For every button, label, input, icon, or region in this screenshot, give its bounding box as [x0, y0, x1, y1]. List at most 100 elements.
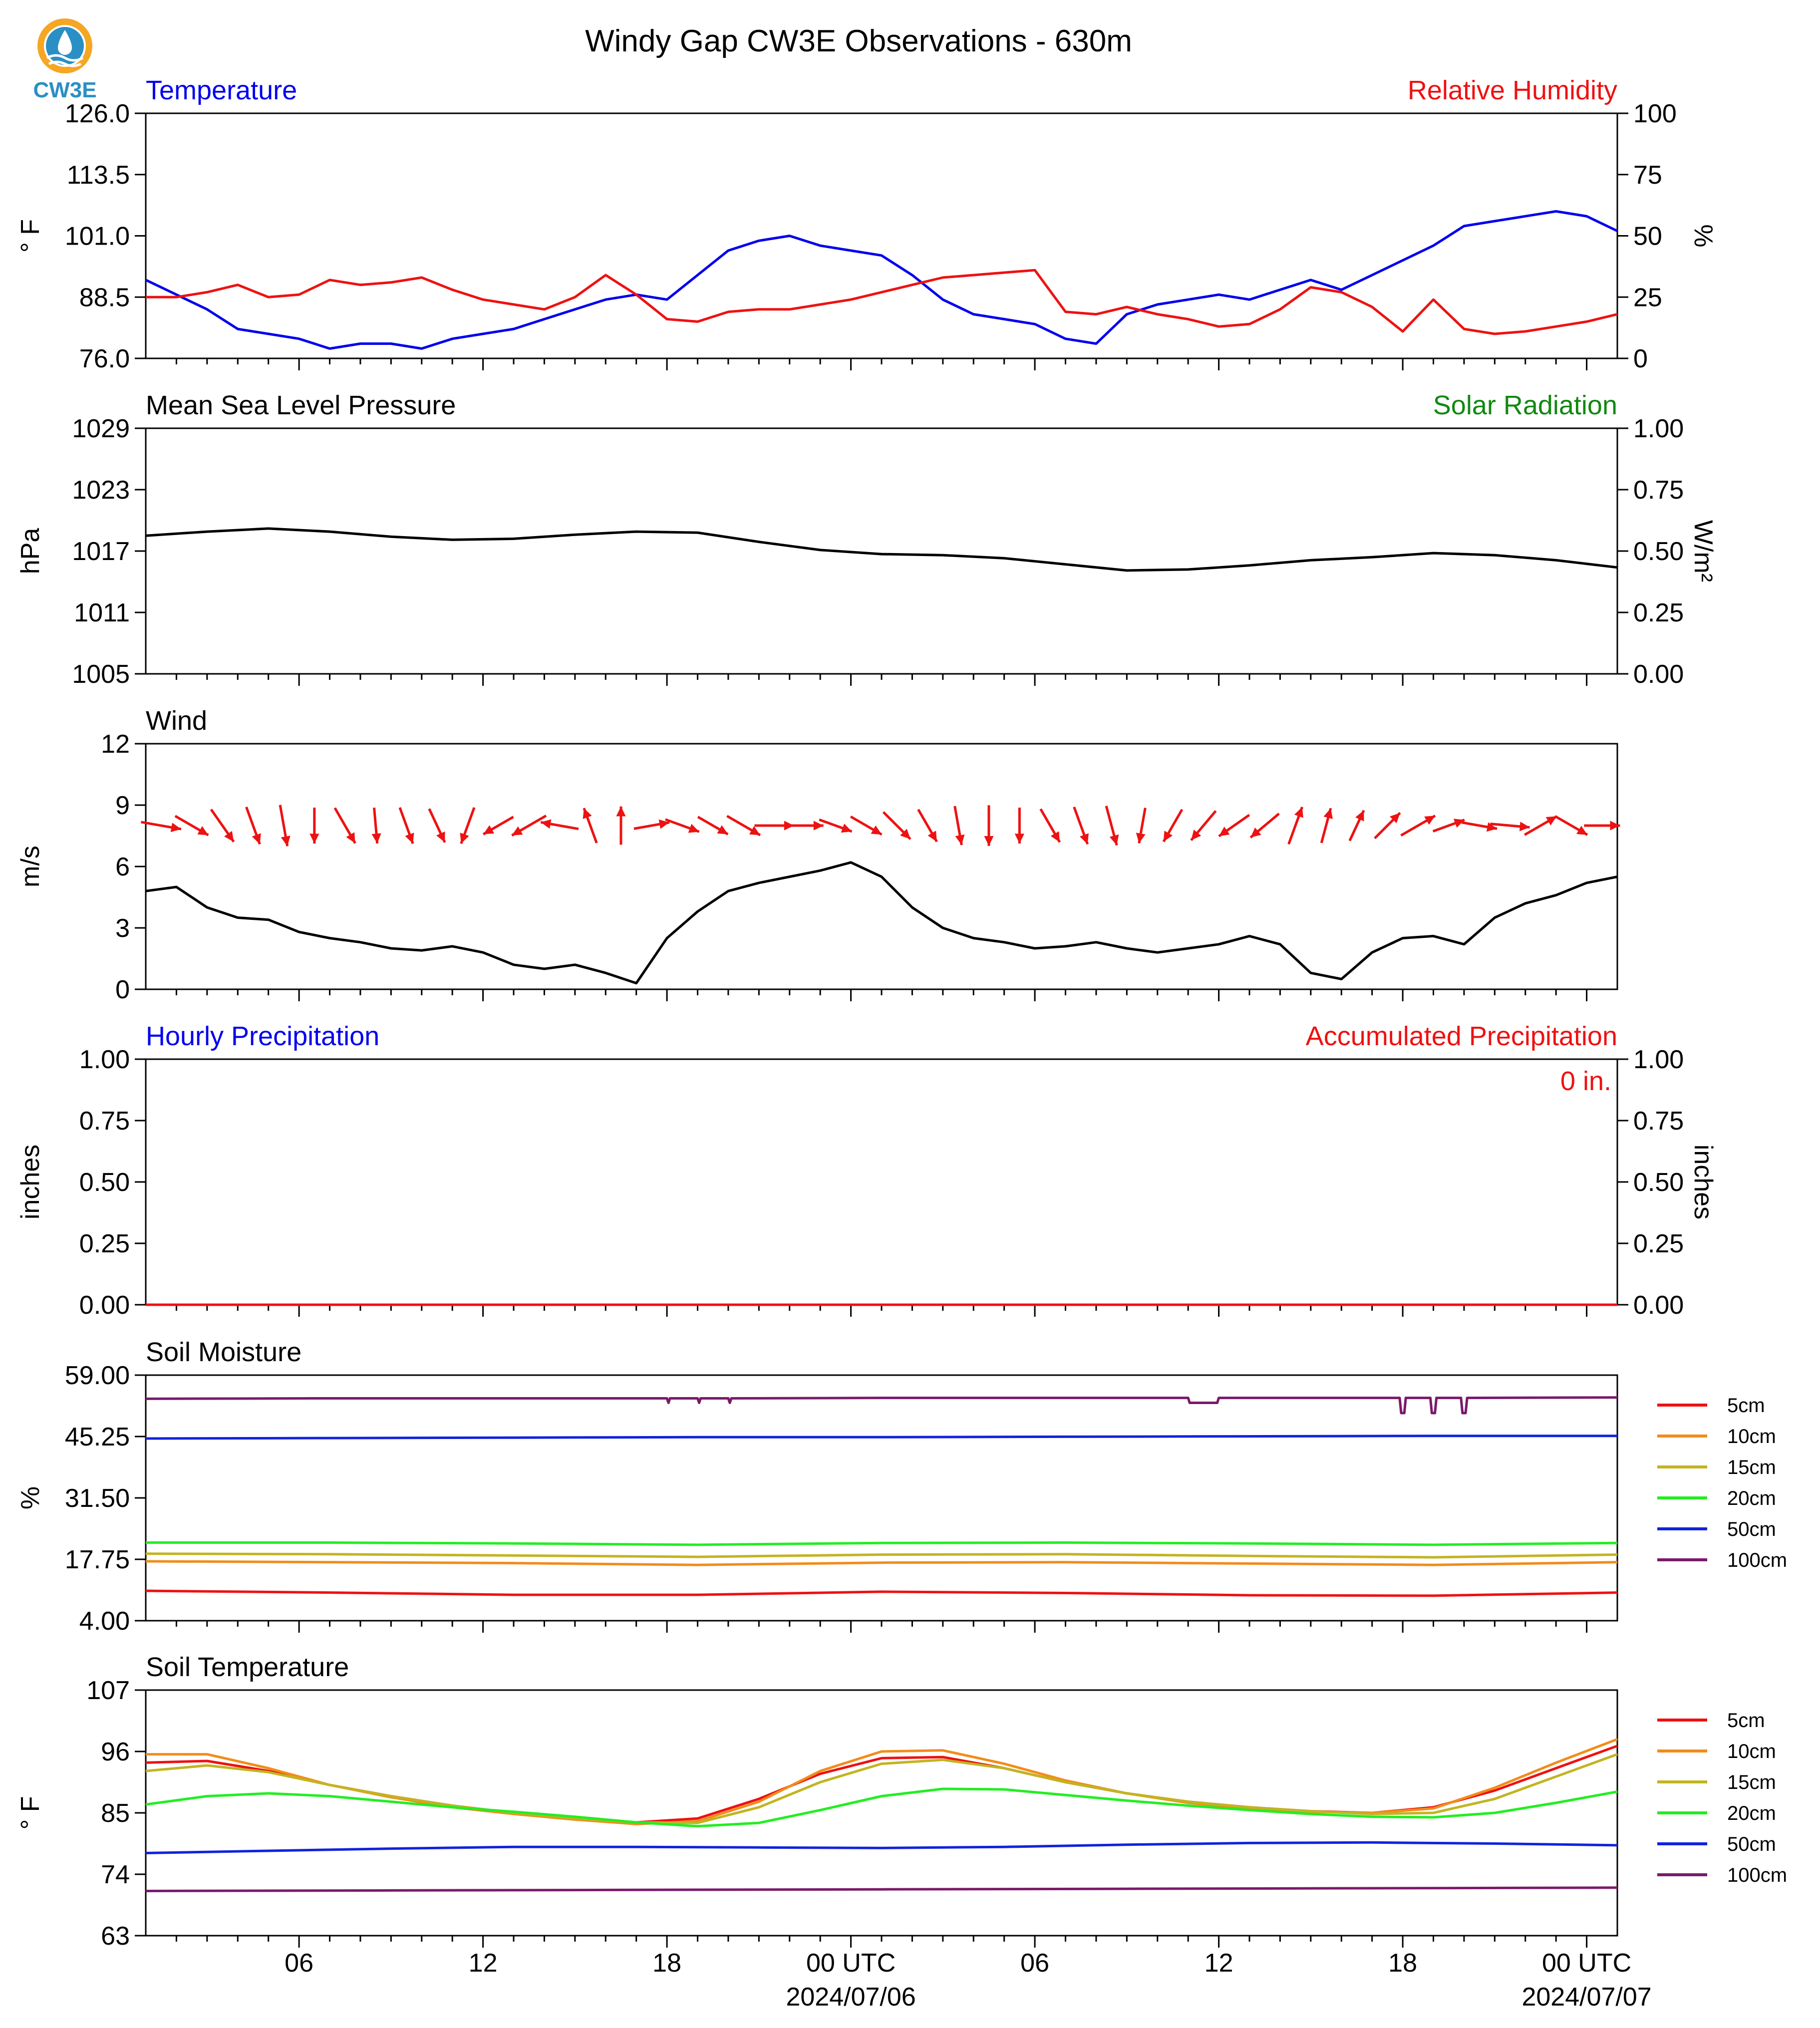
wind-arrow: [371, 807, 381, 844]
y-axis-label: ° F: [16, 1796, 45, 1829]
wind-arrow: [279, 805, 291, 847]
wind-arrow: [1162, 809, 1184, 843]
y-right-tick-label: 0.00: [1633, 660, 1684, 689]
panel-title-left: Soil Temperature: [146, 1652, 349, 1682]
y-tick-label: 0.50: [79, 1168, 130, 1197]
y-tick-label: 4.00: [79, 1607, 130, 1636]
y-tick-label: 126.0: [65, 99, 130, 128]
10cm-line: [146, 1738, 1618, 1825]
y-tick-label: 63: [101, 1922, 130, 1951]
panel-title-left: Wind: [146, 706, 207, 736]
y-axis-label: ° F: [16, 219, 45, 253]
legend-label: 10cm: [1727, 1426, 1776, 1448]
wind-arrow: [1523, 815, 1557, 836]
y-right-tick-label: 100: [1633, 99, 1677, 128]
plot-frame: [145, 743, 1618, 990]
y-right-tick-label: 0.50: [1633, 537, 1684, 566]
y-tick-label: 107: [86, 1676, 130, 1705]
y-tick-label: 101.0: [65, 222, 130, 251]
y-right-axis-label: W/m²: [1689, 520, 1718, 582]
wind-arrow: [616, 806, 626, 845]
legend-label: 20cm: [1727, 1802, 1776, 1824]
wind-arrow: [665, 818, 700, 833]
x-tick-label: 06: [1020, 1949, 1049, 1978]
y-tick-label: 31.50: [65, 1484, 130, 1513]
y-right-tick-label: 0.25: [1633, 1229, 1684, 1258]
y-axis-label: inches: [16, 1145, 45, 1219]
x-tick-label: 18: [1388, 1949, 1417, 1978]
wind-arrow: [1400, 815, 1436, 837]
y-tick-label: 0: [115, 975, 130, 1004]
chart-title: Windy Gap CW3E Observations - 630m: [585, 24, 1132, 58]
legend: 5cm 10cm 15cm 20cm 50cm 100cm: [1657, 1395, 1787, 1571]
wind-arrow: [850, 815, 883, 836]
y-axis-label: %: [16, 1486, 45, 1509]
y-tick-label: 113.5: [67, 161, 130, 190]
wind-arrow: [540, 819, 579, 831]
y-axis-label: m/s: [16, 846, 45, 887]
y-right-tick-label: 1.00: [1633, 414, 1684, 443]
legend-label: 100cm: [1727, 1549, 1787, 1571]
panel-1: 76.0 88.5 101.0 113.5 126.0 0 25 50 75 100 ° F % Tem…: [16, 75, 1718, 373]
wind-arrow: [1218, 814, 1250, 838]
panel-2: 1005 1011 1017 1023 1029 0.00 0.25 0.50 0.75 1.00…: [16, 390, 1718, 689]
plot-frame: [145, 112, 1618, 359]
y-right-tick-label: 0.50: [1633, 1168, 1684, 1197]
y-tick-label: 1017: [72, 537, 130, 566]
panel-title-left: Mean Sea Level Pressure: [146, 390, 456, 420]
relative-humidity-line: [146, 269, 1618, 335]
y-right-tick-label: 0.00: [1633, 1291, 1684, 1320]
wind-arrow: [333, 807, 356, 844]
wind-arrow: [245, 806, 261, 845]
wind-arrow: [1374, 812, 1401, 840]
wind-arrow: [726, 815, 761, 837]
y-right-tick-label: 75: [1633, 161, 1662, 190]
y-tick-label: 88.5: [79, 283, 130, 312]
wind-arrow: [511, 815, 547, 837]
y-axis-label: hPa: [16, 528, 45, 575]
y-tick-label: 1029: [72, 414, 130, 443]
15cm-line: [145, 1753, 1618, 1824]
panel-4: 0.00 0.25 0.50 0.75 1.00 0.00 0.25 0.50 0.75 1.00…: [16, 1021, 1718, 1320]
wind-arrow: [398, 807, 414, 844]
y-tick-label: 17.75: [65, 1545, 130, 1574]
100cm-line: [145, 1886, 1618, 1892]
wind-arrow: [819, 818, 853, 833]
y-tick-label: 0.75: [79, 1107, 130, 1136]
panel-3: 0 3 6 9 12 m/s Wind: [16, 706, 1620, 1004]
panel-title-left: Temperature: [146, 75, 297, 105]
x-tick-label: 12: [1205, 1949, 1233, 1978]
wind-arrow: [1190, 810, 1217, 842]
panel-5: 4.00 17.75 31.50 45.25 59.00% Soil Moisture 5c…: [16, 1337, 1787, 1636]
wind-arrow: [1320, 808, 1333, 844]
plot-frame: [145, 1058, 1618, 1306]
temperature-line: [145, 210, 1618, 350]
panels: 76.0 88.5 101.0 113.5 126.0 0 25 50 75 100 ° F % Tem…: [16, 75, 1787, 2012]
x-tick-label: 00 UTC: [1542, 1949, 1631, 1978]
wind-arrow: [583, 808, 598, 844]
wind-arrow: [428, 808, 446, 843]
wind-arrow: [1073, 806, 1089, 845]
panel-title-right: Relative Humidity: [1408, 75, 1617, 105]
panel-title-right: Solar Radiation: [1433, 390, 1617, 420]
panel-title-right: Accumulated Precipitation: [1306, 1021, 1617, 1051]
legend-label: 15cm: [1727, 1771, 1776, 1793]
y-tick-label: 1011: [74, 598, 130, 627]
wind-arrow: [882, 811, 911, 840]
legend: 5cm 10cm 15cm 20cm 50cm 100cm: [1657, 1710, 1787, 1886]
legend-label: 50cm: [1727, 1833, 1776, 1855]
wind-arrow: [482, 816, 514, 836]
y-right-tick-label: 50: [1633, 222, 1662, 251]
y-tick-label: 76.0: [79, 344, 130, 373]
wind-arrow: [1287, 806, 1304, 845]
y-tick-label: 45.25: [65, 1423, 130, 1451]
legend-label: 5cm: [1727, 1710, 1765, 1732]
wind-arrow: [1461, 821, 1498, 832]
wind-arrow: [1105, 805, 1119, 846]
y-tick-label: 74: [101, 1860, 130, 1889]
100cm-line: [145, 1396, 1618, 1415]
wind-arrow: [1490, 822, 1530, 832]
y-right-tick-label: 0.25: [1633, 598, 1684, 627]
5cm-line: [145, 1589, 1618, 1597]
x-tick-label: 18: [652, 1949, 681, 1978]
